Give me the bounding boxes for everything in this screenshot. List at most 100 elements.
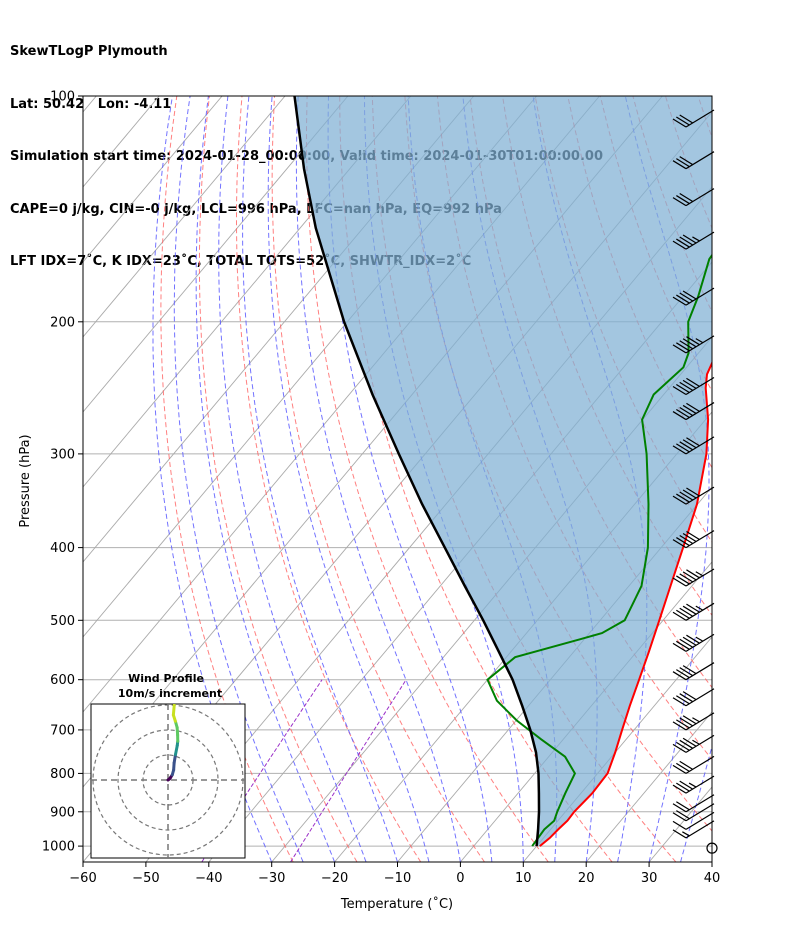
inset-plot <box>91 704 245 858</box>
wind-barb-flag <box>672 812 687 822</box>
wind-barb-calm <box>706 842 718 854</box>
wind-barb-flag <box>672 160 687 170</box>
wind-barb-shaft <box>685 633 715 652</box>
isotherm-line <box>711 861 712 862</box>
wind-barb-flag <box>679 535 694 545</box>
isotherm-line <box>397 486 712 862</box>
wind-barb-flag <box>682 338 697 348</box>
wind-barb-flag <box>679 717 694 727</box>
wind-barb-flag <box>676 695 690 705</box>
chart-title: SkewTLogP Plymouth <box>10 44 168 59</box>
wind-barb-shaft <box>685 109 715 128</box>
wind-barb-flag <box>686 437 700 447</box>
wind-barb <box>672 794 715 813</box>
isotherm-line <box>585 711 712 862</box>
wind-barb <box>672 151 715 170</box>
wind-barb-half <box>695 571 704 577</box>
wind-barb-flag <box>672 385 687 396</box>
wind-barb-flag <box>676 640 690 650</box>
y-tick-label: 900 <box>50 805 75 820</box>
wind-barb-flag <box>672 642 687 652</box>
wind-barb-flag <box>676 409 690 419</box>
wind-barb-flag <box>679 441 694 451</box>
wind-barb-flag <box>676 158 690 168</box>
wind-barb-flag <box>682 665 697 675</box>
wind-barb-flag <box>672 829 687 839</box>
profile-lines-layer <box>293 96 712 847</box>
wind-barb <box>672 188 715 207</box>
wind-barb-flag <box>679 340 694 350</box>
wind-barb-flag <box>672 118 687 128</box>
y-tick-label: 800 <box>50 767 75 782</box>
x-tick-label: −10 <box>384 871 411 886</box>
wind-barb-flag <box>682 571 697 581</box>
wind-barb-flag <box>676 609 690 619</box>
temperature-line <box>539 360 712 847</box>
wind-barb-flag <box>676 238 690 248</box>
wind-barb-flag <box>679 667 694 677</box>
hodograph-segment <box>171 704 176 717</box>
wind-barb-shaft <box>685 803 715 822</box>
wind-barb-flag <box>676 762 690 772</box>
hodograph-inset: Wind Profile 10m/s increment <box>90 672 246 859</box>
wind-barb <box>672 688 715 707</box>
moist-adiabat-line <box>152 96 273 862</box>
wind-barb-shaft <box>685 712 715 731</box>
wind-barb-flag <box>676 116 690 126</box>
wind-barb-shaft <box>685 530 715 549</box>
moist-adiabat-line <box>267 96 430 862</box>
wind-barb-shaft <box>685 486 715 505</box>
wind-barb-flag <box>676 195 690 205</box>
wind-barb-flag <box>672 296 687 306</box>
moist-adiabat-line <box>242 96 398 862</box>
wind-barb-flag <box>679 693 694 703</box>
mixing-ratio-line <box>201 679 323 862</box>
dry-adiabat-line <box>731 96 794 862</box>
wind-barb-flag <box>676 443 690 453</box>
wind-barb-flag <box>679 292 694 302</box>
wind-barb <box>672 436 715 455</box>
wind-barb-flag <box>676 342 690 352</box>
wind-barb-shaft <box>685 376 715 396</box>
wind-barb-shaft <box>685 188 715 207</box>
wind-barb-flag <box>672 764 687 774</box>
cape-fill-layer <box>294 96 712 847</box>
isotherm-line <box>83 96 349 413</box>
wind-barb-half <box>695 605 704 611</box>
wind-barb-flag <box>686 603 700 613</box>
wind-barb-shaft <box>685 820 715 839</box>
wind-barb-flag <box>679 573 694 583</box>
wind-barb-flag <box>682 737 697 747</box>
wind-barb-flag <box>672 743 687 753</box>
wind-barb-flag <box>672 611 687 621</box>
moist-adiabat-line <box>327 96 493 862</box>
dry-adiabat-line <box>271 96 485 862</box>
mixing-ratio-line <box>290 679 407 862</box>
wind-barb <box>672 662 715 681</box>
cape-fill-area <box>294 96 712 847</box>
wind-barb <box>672 568 715 587</box>
wind-barb-shaft <box>685 811 715 830</box>
wind-barb-shaft <box>685 775 715 794</box>
wind-barb-flag <box>676 669 690 679</box>
wind-barb <box>672 803 715 822</box>
wind-barb-half <box>682 831 690 837</box>
wind-barb-flag <box>676 493 690 503</box>
wind-barb-flag <box>672 411 687 421</box>
wind-barb-flag <box>682 404 697 414</box>
wind-barb <box>672 712 715 731</box>
wind-barb-flag <box>682 489 697 499</box>
wind-barb-flag <box>672 445 687 455</box>
wind-barb-flag <box>672 495 687 505</box>
wind-barb <box>672 633 715 652</box>
wind-barb-flag <box>686 530 700 540</box>
y-tick-label: 500 <box>50 614 75 629</box>
wind-barb-flag <box>682 532 697 542</box>
wind-barb-flag <box>686 377 700 387</box>
wind-barb-flag <box>679 491 694 501</box>
x-tick-label: 30 <box>641 871 658 886</box>
moist-adiabat-line <box>195 96 336 862</box>
wind-barb-flag <box>679 607 694 617</box>
wind-barb-half <box>695 338 704 344</box>
